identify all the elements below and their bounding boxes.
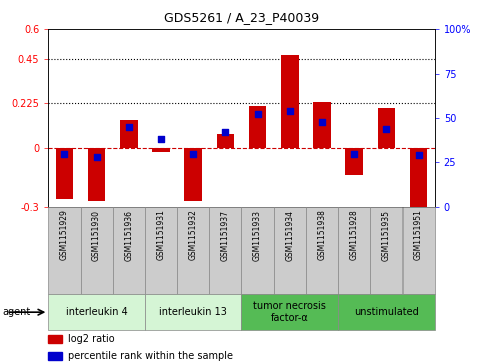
Bar (145, 294, 242, 330)
Bar (378, 108, 395, 148)
Text: GSM1151928: GSM1151928 (350, 209, 359, 260)
Text: unstimulated: unstimulated (354, 307, 419, 317)
Bar (249, 106, 267, 148)
Text: agent: agent (2, 307, 30, 317)
Bar (48, 294, 145, 330)
Bar (113, 207, 145, 294)
Text: GSM1151933: GSM1151933 (253, 209, 262, 261)
Point (93, 154, 100, 160)
Text: GSM1151937: GSM1151937 (221, 209, 230, 261)
Text: GSM1151935: GSM1151935 (382, 209, 391, 261)
Bar (274, 207, 306, 294)
Bar (145, 207, 177, 294)
Text: GSM1151951: GSM1151951 (414, 209, 423, 260)
Bar (338, 207, 370, 294)
Bar (345, 148, 363, 175)
Point (125, 124, 133, 130)
Text: GSM1151931: GSM1151931 (156, 209, 166, 260)
Text: GSM1151932: GSM1151932 (189, 209, 198, 260)
Bar (402, 207, 435, 294)
Bar (48, 207, 81, 294)
Bar (242, 207, 274, 294)
Text: log2 ratio: log2 ratio (68, 334, 114, 344)
Text: GSM1151930: GSM1151930 (92, 209, 101, 261)
Bar (177, 207, 209, 294)
Bar (313, 102, 331, 148)
Bar (81, 207, 113, 294)
Bar (152, 148, 170, 152)
Text: percentile rank within the sample: percentile rank within the sample (68, 351, 233, 361)
Text: GSM1151934: GSM1151934 (285, 209, 294, 261)
Point (189, 151, 197, 156)
Bar (88, 148, 105, 201)
Bar (56, 148, 73, 199)
Bar (370, 207, 402, 294)
Point (222, 129, 229, 135)
Text: GDS5261 / A_23_P40039: GDS5261 / A_23_P40039 (164, 11, 319, 24)
Point (318, 119, 326, 125)
Text: interleukin 4: interleukin 4 (66, 307, 128, 317)
Bar (120, 120, 138, 148)
Bar (48, 351, 62, 360)
Point (254, 111, 261, 117)
Bar (185, 148, 202, 201)
Text: GSM1151929: GSM1151929 (60, 209, 69, 260)
Text: tumor necrosis
factor-α: tumor necrosis factor-α (254, 301, 326, 323)
Bar (306, 207, 338, 294)
Text: GSM1151938: GSM1151938 (317, 209, 327, 260)
Bar (338, 294, 435, 330)
Point (415, 152, 423, 158)
Point (383, 126, 390, 131)
Bar (209, 207, 242, 294)
Bar (281, 55, 298, 148)
Bar (48, 335, 62, 343)
Point (157, 136, 165, 142)
Text: interleukin 13: interleukin 13 (159, 307, 227, 317)
Bar (410, 148, 427, 207)
Bar (242, 294, 338, 330)
Point (60, 151, 68, 156)
Point (286, 108, 294, 114)
Point (350, 151, 358, 156)
Text: GSM1151936: GSM1151936 (124, 209, 133, 261)
Bar (216, 134, 234, 148)
